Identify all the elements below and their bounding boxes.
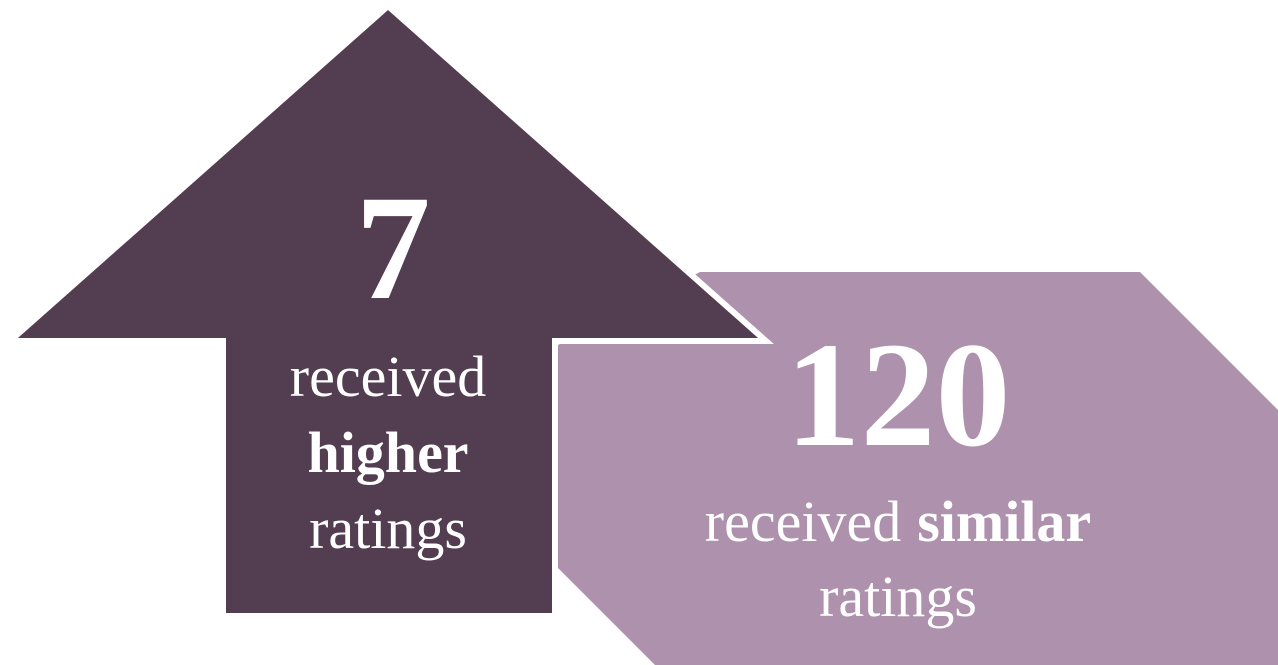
higher-arrow — [2, 1, 774, 619]
higher-label-line: ratings — [309, 496, 467, 561]
similar-count: 120 — [786, 312, 1011, 478]
similar-label-line: received similar — [705, 489, 1091, 554]
higher-label-line: received — [290, 344, 486, 409]
similar-panel — [558, 272, 1278, 665]
higher-label-line: higher — [307, 420, 468, 485]
higher-count: 7 — [356, 165, 431, 331]
similar-label-word: received — [705, 489, 901, 554]
similar-label-line: ratings — [819, 564, 977, 629]
similar-label-word: similar — [917, 489, 1091, 554]
